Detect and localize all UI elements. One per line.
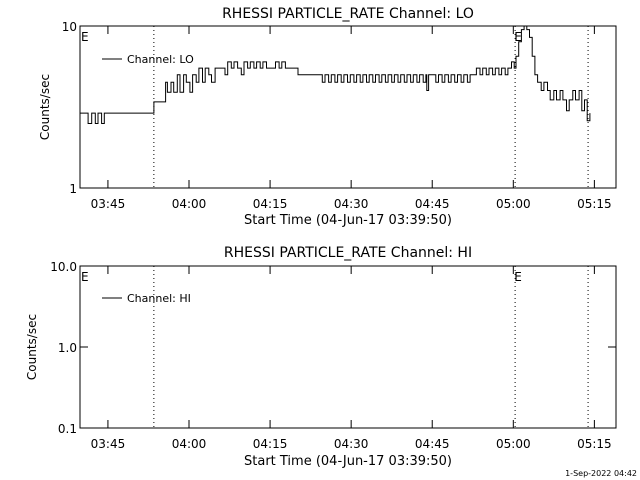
legend-lo: Channel: LO (102, 53, 194, 66)
series-group-lo (80, 25, 591, 124)
chart-title-hi: RHESSI PARTICLE_RATE Channel: HI (224, 245, 472, 261)
y-tick-label: 1 (69, 182, 77, 196)
y-tick-label: 0.1 (58, 422, 77, 436)
plot-frame-lo (79, 25, 617, 189)
x-tick-label: 05:15 (577, 197, 612, 211)
x-tick-label: 03:45 (91, 437, 126, 451)
x-tick-label: 05:15 (577, 437, 612, 451)
y-axis-label-hi: Counts/sec (25, 314, 39, 380)
y-tick-label: 10.0 (50, 260, 77, 274)
y-axis-label-lo: Counts/sec (38, 74, 52, 140)
event-flag: E (81, 30, 89, 44)
footer-timestamp: 1-Sep-2022 04:42 (565, 469, 637, 478)
chart-title-lo: RHESSI PARTICLE_RATE Channel: LO (222, 6, 474, 22)
legend-label-hi: Channel: HI (127, 292, 191, 305)
series-line (80, 25, 591, 124)
event-flag: E (81, 270, 89, 284)
plot-frame-hi (79, 265, 617, 429)
vertical-markers-hi (153, 266, 589, 428)
x-axis-label-hi: Start Time (04-Jun-17 03:39:50) (244, 454, 452, 469)
x-tick-label: 04:45 (415, 197, 450, 211)
x-tick-label: 04:30 (334, 437, 369, 451)
y-ticks-lo: 1 10 (62, 20, 616, 196)
event-flag: E (514, 30, 522, 44)
event-flag: E (514, 270, 522, 284)
chart-panel-lo: RHESSI PARTICLE_RATE Channel: LO Counts/… (38, 6, 617, 228)
x-axis-label-lo: Start Time (04-Jun-17 03:39:50) (244, 213, 452, 228)
legend-label-lo: Channel: LO (127, 53, 194, 66)
vertical-markers-lo (153, 26, 589, 188)
x-tick-label: 04:45 (415, 437, 450, 451)
legend-hi: Channel: HI (102, 292, 191, 305)
chart-panel-hi: RHESSI PARTICLE_RATE Channel: HI Counts/… (25, 245, 617, 469)
x-ticks-hi: 03:45 04:00 04:15 04:30 04:45 05:00 05:15 (91, 266, 612, 451)
x-ticks-lo: 03:45 04:00 04:15 04:30 04:45 05:00 05:15 (91, 26, 612, 211)
x-tick-label: 04:15 (253, 437, 288, 451)
x-tick-label: 05:00 (496, 197, 531, 211)
x-tick-label: 05:00 (496, 437, 531, 451)
x-tick-label: 04:00 (172, 197, 207, 211)
x-tick-label: 04:30 (334, 197, 369, 211)
y-ticks-hi: 0.1 1.0 10.0 (50, 260, 616, 436)
x-tick-label: 04:00 (172, 437, 207, 451)
x-tick-label: 04:15 (253, 197, 288, 211)
y-tick-label: 10 (62, 20, 77, 34)
y-tick-label: 1.0 (58, 341, 77, 355)
x-tick-label: 03:45 (91, 197, 126, 211)
